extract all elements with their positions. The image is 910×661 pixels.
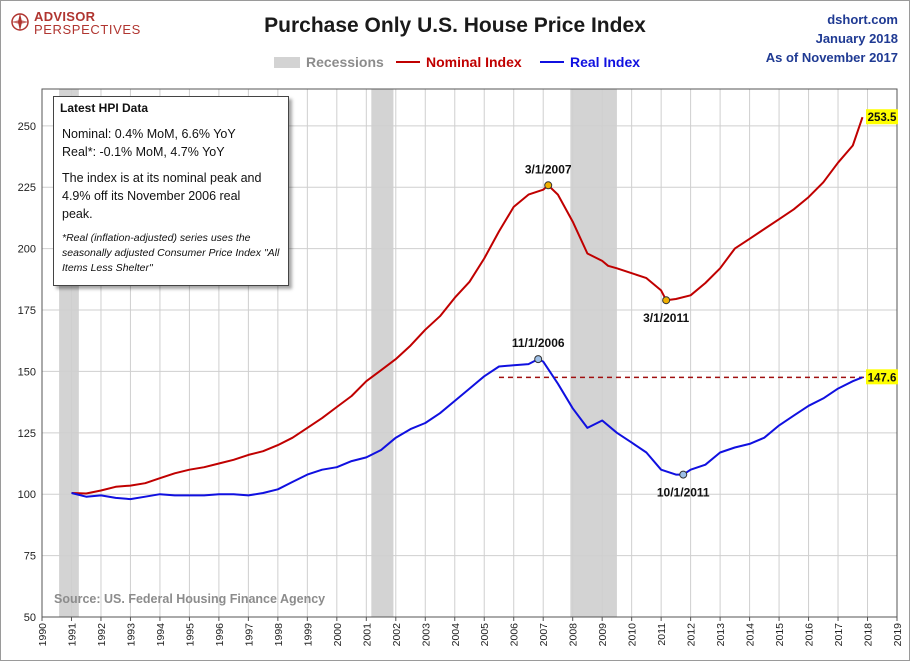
real-change-text: Real*: -0.1% MoM, 4.7% YoY xyxy=(62,145,225,159)
logo-text-line1: ADVISOR xyxy=(34,9,96,24)
peak-text-line2: 4.9% off its November 2006 real xyxy=(62,189,241,203)
x-tick-label: 2011 xyxy=(656,623,668,646)
legend-swatch-recessions xyxy=(274,56,300,68)
x-tick-label: 2007 xyxy=(538,623,550,647)
info-box-title: Latest HPI Data xyxy=(60,101,149,115)
x-tick-label: 2000 xyxy=(332,623,344,647)
x-tick-label: 2006 xyxy=(509,623,521,647)
x-tick-label: 2002 xyxy=(391,623,403,647)
as-of-date: As of November 2017 xyxy=(765,50,898,65)
x-tick-label: 2005 xyxy=(479,623,491,647)
real-index-line xyxy=(71,358,863,501)
axes: 50 75 100 125 150 175 200 225 250 1990 1991 1992 199… xyxy=(18,88,904,647)
x-tick-label: 1996 xyxy=(214,623,226,647)
annotation-label: 3/1/2007 xyxy=(525,162,572,176)
x-tick-label: 2013 xyxy=(715,623,727,647)
end-value-label: 253.5 xyxy=(868,112,897,124)
x-tick-label: 2004 xyxy=(450,623,462,647)
legend-label-nominal: Nominal Index xyxy=(426,54,522,70)
end-value-highlight xyxy=(866,109,898,125)
x-tick-label: 2010 xyxy=(627,623,639,647)
annotation-label: 3/1/2011 xyxy=(643,311,689,325)
nominal-change-text: Nominal: 0.4% MoM, 6.6% YoY xyxy=(62,127,236,141)
x-tick-label: 1990 xyxy=(37,623,49,647)
y-tick-label: 225 xyxy=(18,182,36,194)
annotation-marker xyxy=(679,470,688,479)
annotation-label: 10/1/2011 xyxy=(657,486,710,500)
legend-swatch-real xyxy=(540,61,564,63)
annotation-label: 11/1/2006 xyxy=(512,336,565,350)
end-value-highlight xyxy=(866,369,898,385)
site-name: dshort.com xyxy=(827,12,898,27)
y-tick-label: 250 xyxy=(18,121,36,133)
annotation-marker xyxy=(662,296,671,305)
recession-band xyxy=(570,89,617,617)
x-tick-label: 1994 xyxy=(155,623,167,647)
y-tick-label: 150 xyxy=(18,366,36,378)
y-tick-label: 175 xyxy=(18,305,36,317)
logo-text-line2: PERSPECTIVES xyxy=(34,22,141,37)
legend-label-real: Real Index xyxy=(570,54,641,70)
source-note: Source: US. Federal Housing Finance Agen… xyxy=(54,592,326,606)
x-tick-label: 1997 xyxy=(243,623,255,647)
legend-item-nominal: Nominal Index xyxy=(396,54,522,70)
x-tick-label: 2012 xyxy=(686,623,698,647)
y-tick-label: 50 xyxy=(24,612,36,624)
legend-label-recessions: Recessions xyxy=(306,54,384,70)
publish-date: January 2018 xyxy=(815,31,898,46)
legend: Recessions Nominal Index Real Index xyxy=(0,54,910,72)
advisor-perspectives-logo: ADVISOR PERSPECTIVES xyxy=(10,9,140,39)
x-tick-label: 2015 xyxy=(774,623,786,647)
x-tick-label: 2016 xyxy=(804,623,816,647)
x-tick-label: 1995 xyxy=(184,623,196,647)
header-info: dshort.com January 2018 As of November 2… xyxy=(766,10,898,67)
peak-text-line1: The index is at its nominal peak and xyxy=(62,171,262,185)
x-tick-label: 1999 xyxy=(302,623,314,647)
x-tick-label: 2017 xyxy=(833,623,845,647)
x-tick-label: 2008 xyxy=(568,623,580,647)
y-tick-label: 75 xyxy=(24,551,36,563)
recession-band xyxy=(371,89,394,617)
annotation-marker xyxy=(534,355,543,364)
real-series-footnote: *Real (inflation-adjusted) series uses t… xyxy=(62,232,280,274)
y-tick-label: 100 xyxy=(18,489,36,501)
x-tick-label: 2018 xyxy=(863,623,875,647)
compass-icon xyxy=(11,13,29,31)
peak-text-line3: peak. xyxy=(62,207,93,221)
x-tick-label: 2001 xyxy=(361,623,373,647)
latest-hpi-info-box: Latest HPI Data Nominal: 0.4% MoM, 6.6% … xyxy=(53,96,289,286)
x-tick-label: 1993 xyxy=(125,623,137,647)
chart-title: Purchase Only U.S. House Price Index xyxy=(264,14,646,37)
y-tick-label: 125 xyxy=(18,428,36,440)
annotations: 3/1/2007 3/1/2011 11/1/2006 10/1/2011 253.5 1… xyxy=(512,109,898,500)
annotation-marker xyxy=(544,181,553,190)
x-tick-label: 1992 xyxy=(96,623,108,647)
x-tick-label: 2019 xyxy=(892,623,904,647)
x-tick-label: 1998 xyxy=(273,623,285,647)
end-value-label: 147.6 xyxy=(868,372,897,384)
x-tick-label: 2009 xyxy=(597,623,609,647)
legend-item-real: Real Index xyxy=(540,54,640,70)
x-tick-label: 1991 xyxy=(66,623,78,647)
x-tick-label: 2003 xyxy=(420,623,432,647)
series-lines xyxy=(71,116,869,501)
nominal-index-line xyxy=(71,116,864,495)
plot-area-border xyxy=(41,88,898,618)
x-tick-label: 2014 xyxy=(745,623,757,647)
legend-swatch-nominal xyxy=(396,61,420,63)
y-tick-label: 200 xyxy=(18,244,36,256)
legend-item-recessions: Recessions xyxy=(274,54,384,70)
